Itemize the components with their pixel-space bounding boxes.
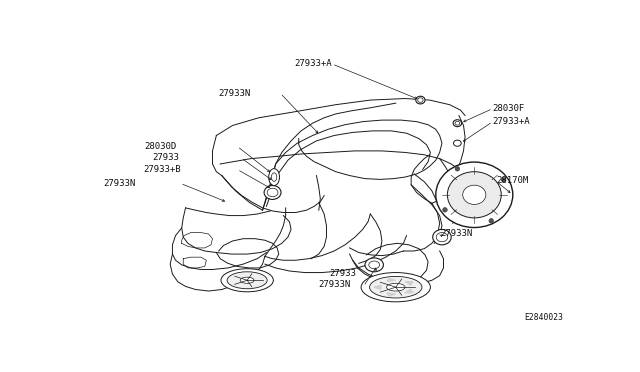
Text: E2840023: E2840023 [525,314,564,323]
Ellipse shape [221,269,273,292]
Text: 28170M: 28170M [496,176,528,185]
Ellipse shape [416,96,425,104]
Text: 27933N: 27933N [440,229,473,238]
Ellipse shape [455,121,460,125]
Ellipse shape [269,169,280,186]
Ellipse shape [369,261,380,269]
Polygon shape [405,289,413,293]
Ellipse shape [240,277,254,283]
Text: 27933+A: 27933+A [294,60,332,68]
Ellipse shape [264,186,281,199]
Text: 27933: 27933 [152,153,179,162]
Ellipse shape [361,273,431,302]
Ellipse shape [365,258,383,272]
Circle shape [501,177,506,182]
Ellipse shape [227,272,267,289]
Ellipse shape [447,172,501,218]
Ellipse shape [436,232,448,242]
Ellipse shape [453,120,461,126]
Ellipse shape [433,230,451,245]
Circle shape [455,167,460,171]
Text: 27933: 27933 [330,269,356,278]
Text: 27933N: 27933N [103,179,136,188]
Ellipse shape [369,276,422,298]
Ellipse shape [418,98,423,102]
Polygon shape [387,278,396,282]
Polygon shape [405,282,413,285]
Ellipse shape [463,185,486,205]
Ellipse shape [271,173,276,181]
Ellipse shape [267,188,278,197]
Text: 27933N: 27933N [219,89,251,97]
Text: 27933+B: 27933+B [143,165,181,174]
Text: 28030F: 28030F [493,104,525,113]
Text: 27933+A: 27933+A [493,117,531,126]
Polygon shape [387,293,396,296]
Circle shape [489,218,493,223]
Ellipse shape [387,283,405,291]
Text: 27933N: 27933N [319,280,351,289]
Ellipse shape [436,162,513,228]
Circle shape [443,208,447,212]
Ellipse shape [454,140,461,146]
Polygon shape [374,285,381,289]
Text: 28030D: 28030D [145,142,177,151]
